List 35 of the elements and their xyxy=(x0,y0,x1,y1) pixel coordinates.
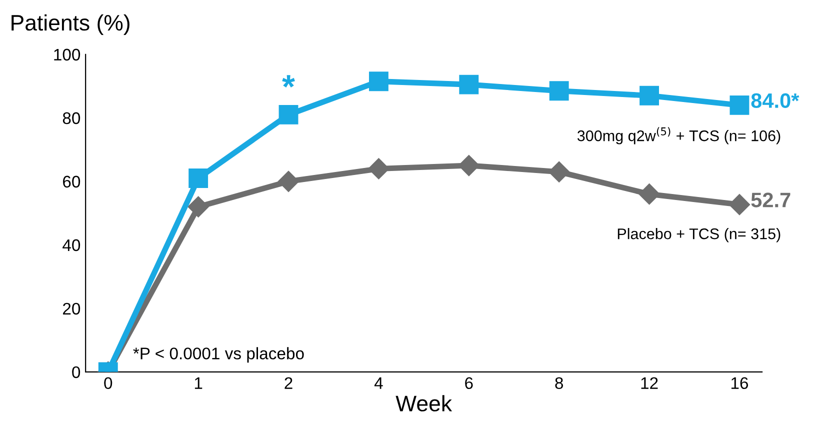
x-tick-label: 2 xyxy=(284,377,292,389)
y-tick-label: 100 xyxy=(54,48,80,61)
point xyxy=(368,72,388,92)
x-tick-label: 4 xyxy=(374,377,383,389)
point xyxy=(278,170,300,192)
point xyxy=(638,184,660,205)
x-tick-label: 6 xyxy=(465,377,473,390)
point xyxy=(368,158,390,180)
point xyxy=(549,81,569,101)
y-tick-label: 80 xyxy=(62,112,80,124)
point xyxy=(188,196,209,218)
x-tick-label: 12 xyxy=(641,377,658,389)
point xyxy=(459,74,479,94)
data-label: 52.7 xyxy=(751,192,790,208)
x-tick-label: 1 xyxy=(194,377,202,389)
series-label: 300mg q2w$^{(5)}$ + TCS (n= 106) xyxy=(577,127,780,144)
point xyxy=(730,95,750,115)
y-tick-label: 0 xyxy=(72,366,80,378)
y-tick-label: 60 xyxy=(63,176,80,188)
point xyxy=(728,194,750,216)
x-axis-title: Week xyxy=(396,395,452,412)
text: Placebo + TCS (n= 315) xyxy=(618,228,780,242)
point xyxy=(640,86,660,106)
x-tick-label: 16 xyxy=(731,377,748,390)
x-tick-label: 0 xyxy=(104,377,112,390)
annotation: * xyxy=(282,75,295,88)
annotation: *P < 0.0001 vs placebo xyxy=(133,347,304,363)
data-label: 84.0* xyxy=(751,93,800,108)
y-axis-title: Patients (%) xyxy=(12,14,130,36)
y-tick-label: 40 xyxy=(62,239,80,252)
x-tick-label: 8 xyxy=(555,377,563,390)
point xyxy=(188,168,208,188)
point xyxy=(548,161,570,182)
point xyxy=(278,104,298,124)
y-tick-label: 20 xyxy=(63,302,80,315)
